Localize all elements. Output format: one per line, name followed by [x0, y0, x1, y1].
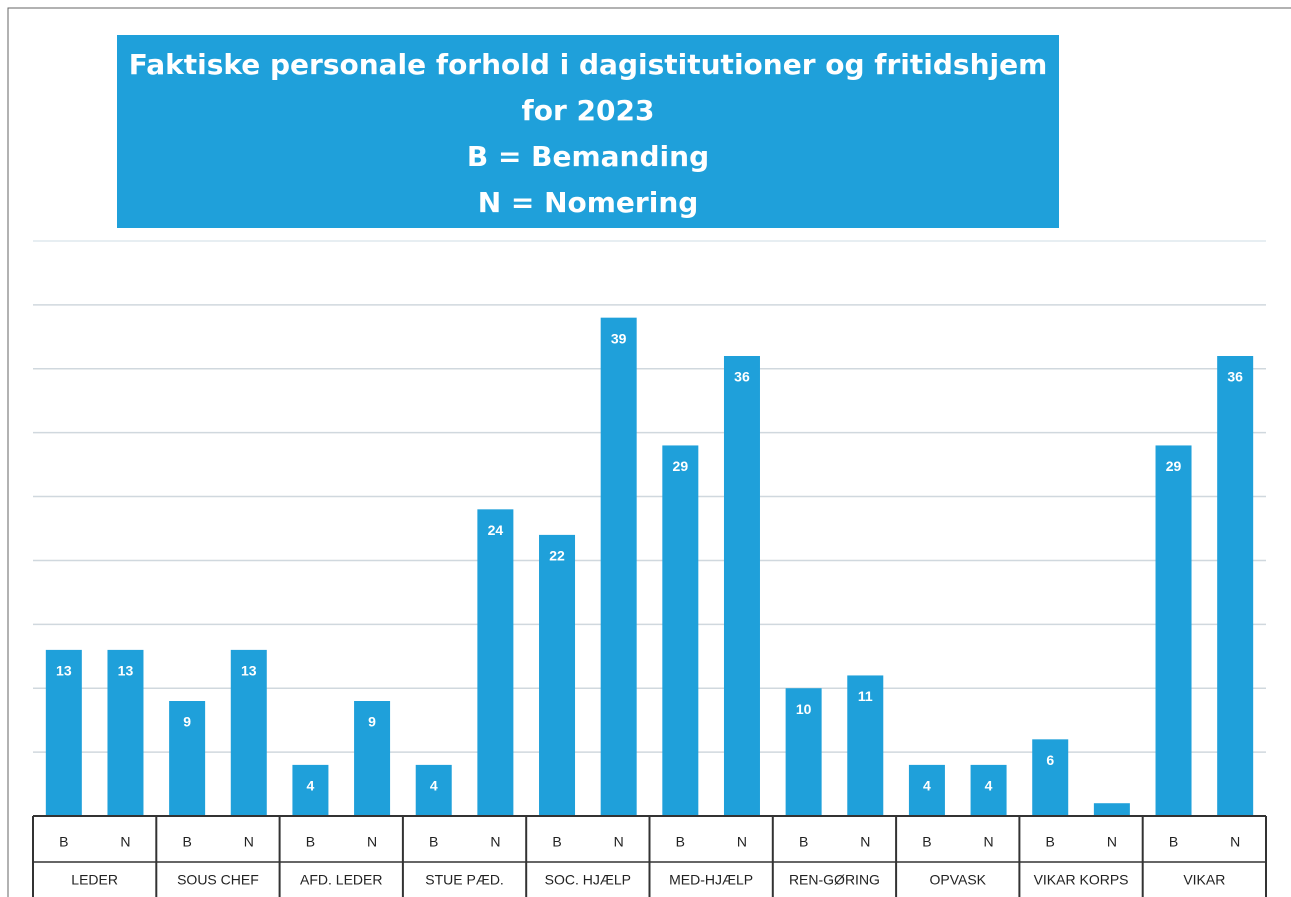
x-tick-label: LEDER [71, 872, 118, 888]
bar [169, 701, 206, 816]
value-label: 39 [611, 330, 627, 346]
x-tick-label: STUE PÆD. [425, 872, 504, 888]
bar [970, 764, 1007, 816]
bar [847, 675, 884, 816]
bar [1093, 803, 1130, 816]
bar [1155, 445, 1192, 816]
bar [539, 534, 576, 816]
x-subtick-label: B [799, 834, 808, 850]
x-subtick-label: B [1169, 834, 1178, 850]
bar [230, 649, 267, 816]
x-subtick-label: N [120, 834, 130, 850]
x-subtick-label: N [860, 834, 870, 850]
x-subtick-label: B [676, 834, 685, 850]
x-tick-label: REN-GØRING [789, 872, 880, 888]
x-tick-label: MED-HJÆLP [669, 872, 753, 888]
value-label: 22 [549, 548, 565, 564]
x-subtick-label: N [737, 834, 747, 850]
x-subtick-label: B [306, 834, 315, 850]
x-tick-label: VIKAR KORPS [1034, 872, 1129, 888]
bar [600, 317, 637, 816]
bar [292, 764, 329, 816]
bar [477, 509, 514, 816]
x-subtick-label: N [614, 834, 624, 850]
bar [354, 701, 391, 816]
x-subtick-label: B [1046, 834, 1055, 850]
value-label: 10 [796, 701, 812, 717]
bar [1217, 356, 1254, 816]
value-label: 11 [858, 688, 873, 704]
x-subtick-label: B [922, 834, 931, 850]
value-label: 36 [1227, 369, 1243, 385]
value-label: 13 [118, 663, 134, 679]
x-subtick-label: B [59, 834, 68, 850]
bar [415, 764, 452, 816]
value-label: 36 [734, 369, 750, 385]
chart-title: for 2023 [522, 94, 655, 127]
title-box [117, 35, 1059, 228]
bar [45, 649, 82, 816]
bar [107, 649, 144, 816]
value-label: 4 [307, 778, 315, 794]
bar [723, 356, 760, 816]
value-label: 24 [488, 522, 504, 538]
bar [908, 764, 945, 816]
bar [785, 688, 822, 816]
x-tick-label: SOUS CHEF [177, 872, 259, 888]
value-label: 4 [985, 778, 993, 794]
value-label: 29 [1166, 458, 1182, 474]
x-tick-label: AFD. LEDER [300, 872, 382, 888]
value-label: 4 [923, 778, 931, 794]
x-tick-label: OPVASK [929, 872, 986, 888]
x-subtick-label: B [182, 834, 191, 850]
chart-title: B = Bemanding [467, 140, 709, 173]
x-tick-label: SOC. HJÆLP [545, 872, 631, 888]
x-subtick-label: N [244, 834, 254, 850]
bar [1032, 739, 1069, 816]
value-label: 29 [673, 458, 689, 474]
value-label: 13 [56, 663, 72, 679]
bar [662, 445, 699, 816]
x-subtick-label: N [367, 834, 377, 850]
value-label: 13 [241, 663, 257, 679]
chart-title: Faktiske personale forhold i dagistituti… [129, 48, 1048, 81]
chart-title: N = Nomering [478, 186, 699, 219]
value-label: 9 [183, 714, 191, 730]
x-subtick-label: N [1107, 834, 1117, 850]
x-subtick-label: B [429, 834, 438, 850]
x-subtick-label: N [490, 834, 500, 850]
x-tick-label: VIKAR [1183, 872, 1225, 888]
value-label: 4 [430, 778, 438, 794]
x-subtick-label: N [1230, 834, 1240, 850]
x-subtick-label: N [984, 834, 994, 850]
value-label: 9 [368, 714, 376, 730]
x-subtick-label: B [552, 834, 561, 850]
value-label: 6 [1046, 752, 1054, 768]
